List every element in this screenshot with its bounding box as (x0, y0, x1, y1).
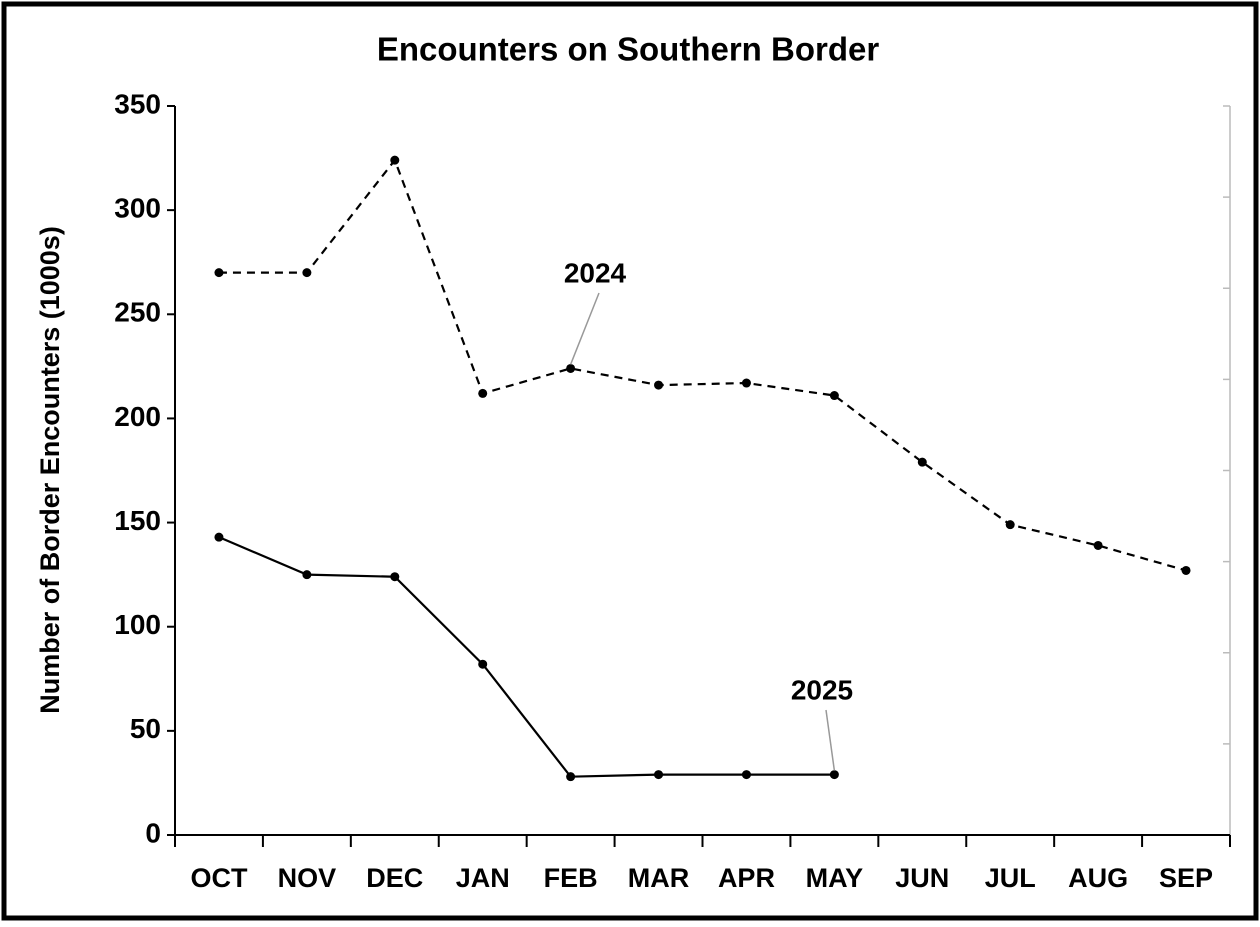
y-tick-label: 350 (114, 88, 161, 119)
data-point (566, 363, 576, 373)
data-point (1093, 540, 1103, 550)
x-tick-label: FEB (544, 863, 598, 893)
data-point (829, 391, 839, 401)
data-point (478, 659, 488, 669)
x-tick-label: SEP (1159, 863, 1213, 893)
y-tick-label: 50 (130, 713, 161, 744)
x-tick-label: MAR (628, 863, 690, 893)
y-tick-label: 100 (114, 609, 161, 640)
x-tick-label: DEC (366, 863, 423, 893)
x-tick-label: NOV (278, 863, 337, 893)
y-tick-label: 150 (114, 505, 161, 536)
series-line (218, 536, 835, 778)
data-point (741, 770, 751, 780)
y-tick-label: 300 (114, 193, 161, 224)
y-tick-label: 200 (114, 401, 161, 432)
data-point (741, 378, 751, 388)
data-point (302, 570, 312, 580)
data-point (917, 457, 927, 467)
label-pointer (569, 292, 600, 365)
label-pointer (825, 709, 836, 771)
series-label: 2024 (564, 257, 627, 288)
data-point (302, 268, 312, 278)
data-point (390, 572, 400, 582)
x-tick-label: OCT (190, 863, 248, 893)
data-point (566, 772, 576, 782)
y-tick-label: 0 (145, 817, 161, 848)
data-point (829, 770, 839, 780)
data-point (478, 388, 488, 398)
data-point (654, 380, 664, 390)
data-point (1005, 520, 1015, 530)
chart-title: Encounters on Southern Border (377, 31, 880, 68)
x-tick-label: JUL (985, 863, 1036, 893)
y-axis-label: Number of Border Encounters (1000s) (35, 226, 65, 714)
data-point (214, 532, 224, 542)
x-tick-label: MAY (806, 863, 864, 893)
x-tick-label: AUG (1068, 863, 1128, 893)
data-point (1181, 565, 1191, 575)
series-line (218, 157, 1187, 572)
data-point (214, 268, 224, 278)
data-point (390, 155, 400, 165)
x-tick-label: JUN (895, 863, 949, 893)
series-label: 2025 (791, 674, 853, 705)
data-point (654, 770, 664, 780)
y-tick-label: 250 (114, 297, 161, 328)
x-tick-label: JAN (456, 863, 510, 893)
x-tick-label: APR (718, 863, 775, 893)
